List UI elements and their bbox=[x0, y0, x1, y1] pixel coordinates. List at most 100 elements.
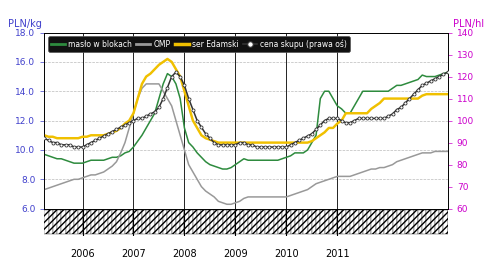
Text: 2011: 2011 bbox=[325, 249, 350, 259]
Bar bbox=[354, 210, 359, 234]
Text: 2009: 2009 bbox=[223, 249, 247, 259]
Bar bbox=[299, 210, 304, 234]
Bar bbox=[57, 210, 62, 234]
Bar bbox=[95, 210, 99, 234]
Bar bbox=[295, 210, 299, 234]
Bar bbox=[138, 210, 142, 234]
Bar bbox=[214, 210, 218, 234]
Bar bbox=[184, 210, 188, 234]
Bar bbox=[49, 210, 53, 234]
Legend: masło w blokach, OMP, ser Edamski, cena skupu (prawa oś): masło w blokach, OMP, ser Edamski, cena … bbox=[48, 36, 350, 52]
Text: 2007: 2007 bbox=[121, 249, 146, 259]
Bar bbox=[65, 210, 70, 234]
Bar bbox=[282, 210, 286, 234]
Bar bbox=[154, 210, 159, 234]
Bar bbox=[397, 210, 401, 234]
Bar bbox=[176, 210, 180, 234]
Text: 2006: 2006 bbox=[70, 249, 95, 259]
Bar bbox=[363, 210, 367, 234]
Bar bbox=[206, 210, 210, 234]
Bar bbox=[388, 210, 393, 234]
Bar bbox=[151, 210, 154, 234]
Bar bbox=[240, 210, 244, 234]
Bar bbox=[346, 210, 350, 234]
Bar bbox=[261, 210, 265, 234]
Bar bbox=[197, 210, 201, 234]
Bar bbox=[350, 210, 354, 234]
Bar bbox=[278, 210, 282, 234]
Bar bbox=[167, 210, 172, 234]
Bar bbox=[274, 210, 278, 234]
Bar bbox=[435, 210, 439, 234]
Bar bbox=[371, 210, 375, 234]
Bar bbox=[91, 210, 95, 234]
Bar bbox=[87, 210, 91, 234]
Bar bbox=[142, 210, 146, 234]
Bar bbox=[308, 210, 312, 234]
Bar bbox=[409, 210, 414, 234]
Bar bbox=[159, 210, 163, 234]
Bar bbox=[235, 210, 240, 234]
Bar bbox=[188, 210, 193, 234]
Bar bbox=[418, 210, 422, 234]
Bar bbox=[83, 210, 87, 234]
Bar bbox=[117, 210, 121, 234]
Bar bbox=[62, 210, 65, 234]
Bar bbox=[53, 210, 57, 234]
Text: 2010: 2010 bbox=[274, 249, 299, 259]
Bar bbox=[316, 210, 320, 234]
Bar bbox=[427, 210, 430, 234]
Bar bbox=[329, 210, 333, 234]
Bar bbox=[99, 210, 104, 234]
Bar bbox=[405, 210, 409, 234]
Bar bbox=[248, 210, 252, 234]
Bar bbox=[439, 210, 443, 234]
Bar bbox=[44, 210, 49, 234]
Bar bbox=[430, 210, 435, 234]
Bar bbox=[325, 210, 329, 234]
Text: 2008: 2008 bbox=[172, 249, 197, 259]
Bar bbox=[443, 210, 448, 234]
Bar bbox=[231, 210, 235, 234]
Bar bbox=[121, 210, 125, 234]
Text: PLN/hl: PLN/hl bbox=[453, 19, 484, 29]
Bar bbox=[333, 210, 338, 234]
Bar bbox=[104, 210, 108, 234]
Bar bbox=[70, 210, 74, 234]
Bar bbox=[210, 210, 214, 234]
Text: PLN/kg: PLN/kg bbox=[8, 19, 42, 29]
Bar bbox=[265, 210, 269, 234]
Bar bbox=[312, 210, 316, 234]
Bar bbox=[193, 210, 197, 234]
Bar bbox=[201, 210, 206, 234]
Bar bbox=[338, 210, 341, 234]
Bar bbox=[380, 210, 384, 234]
Bar bbox=[393, 210, 397, 234]
Bar bbox=[223, 210, 227, 234]
Bar bbox=[125, 210, 129, 234]
Bar bbox=[320, 210, 325, 234]
Bar bbox=[218, 210, 223, 234]
Bar bbox=[129, 210, 133, 234]
Bar bbox=[252, 210, 257, 234]
Bar bbox=[163, 210, 167, 234]
Bar bbox=[78, 210, 83, 234]
Bar bbox=[304, 210, 308, 234]
Bar bbox=[112, 210, 117, 234]
Bar bbox=[286, 210, 291, 234]
Bar bbox=[384, 210, 388, 234]
Bar bbox=[269, 210, 274, 234]
Bar bbox=[414, 210, 418, 234]
Bar bbox=[108, 210, 112, 234]
Bar bbox=[227, 210, 231, 234]
Bar bbox=[448, 210, 452, 234]
Bar bbox=[341, 210, 346, 234]
Bar bbox=[146, 210, 151, 234]
Bar bbox=[172, 210, 176, 234]
Bar bbox=[244, 210, 248, 234]
Bar bbox=[422, 210, 427, 234]
Bar bbox=[74, 210, 78, 234]
Bar bbox=[257, 210, 261, 234]
Bar bbox=[359, 210, 363, 234]
Bar bbox=[401, 210, 405, 234]
